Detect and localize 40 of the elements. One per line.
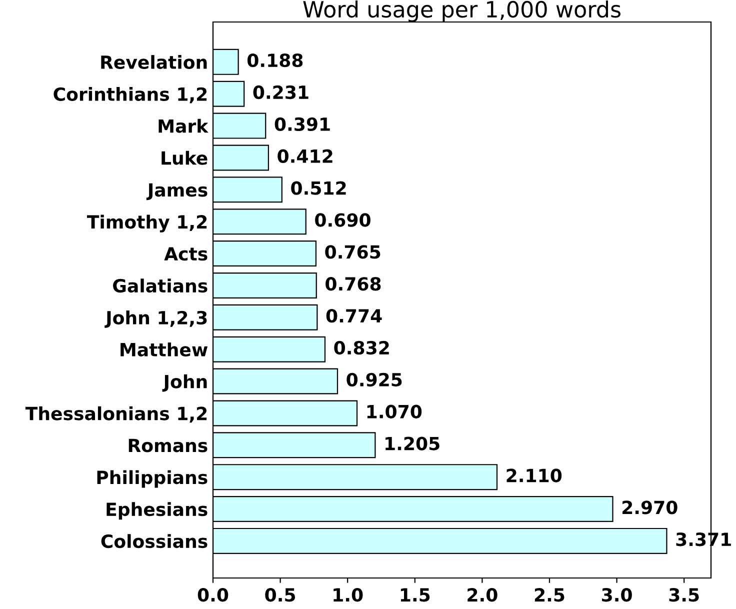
x-tick-label: 0.5 [265,588,296,602]
y-tick-label: Corinthians 1,2 [54,86,207,104]
y-tick-label: John [162,374,207,392]
y-tick-label: Romans [128,438,208,452]
data-label: 2.970 [622,500,678,514]
y-tick-label: Mark [158,118,208,133]
y-tick-label: Timothy 1,2 [86,214,207,232]
y-tick-label: Ephesians [106,502,208,520]
data-label: 0.391 [274,117,330,132]
data-label: 0.412 [278,149,332,163]
x-tick-label: 1.5 [400,588,430,602]
y-tick-label: Matthew [120,342,208,356]
data-label: 0.832 [334,340,389,355]
data-label: 1.205 [386,436,440,450]
data-label: 0.188 [248,54,303,68]
data-label: 0.774 [326,308,382,323]
data-label: 0.231 [253,85,308,100]
data-label: 0.925 [346,372,402,387]
chart-title: Word usage per 1,000 words [303,0,620,22]
data-label: 0.512 [291,181,346,195]
x-tick-label: 3.0 [602,588,632,602]
x-tick-label: 1.0 [334,588,363,602]
y-tick-label: Revelation [101,55,207,70]
data-label: 0.765 [325,245,380,259]
x-tick-label: 3.5 [669,588,699,602]
y-tick-label: Acts [164,247,208,261]
x-tick-label: 2.0 [468,588,498,602]
y-tick-label: James [146,183,208,200]
data-label: 1.070 [367,404,422,418]
x-tick-label: 2.5 [534,588,564,602]
x-tick-label: 0.0 [198,588,228,602]
data-label: 0.768 [326,277,381,291]
y-tick-label: Philippians [97,470,208,488]
y-tick-label: Galatians [113,278,208,293]
data-label: 0.690 [315,213,370,227]
y-tick-label: Luke [162,150,208,165]
y-tick-label: John 1,2,3 [104,310,207,328]
y-tick-label: Thessalonians 1,2 [25,406,207,423]
data-label: 2.110 [506,468,562,482]
y-tick-label: Colossians [101,534,208,548]
